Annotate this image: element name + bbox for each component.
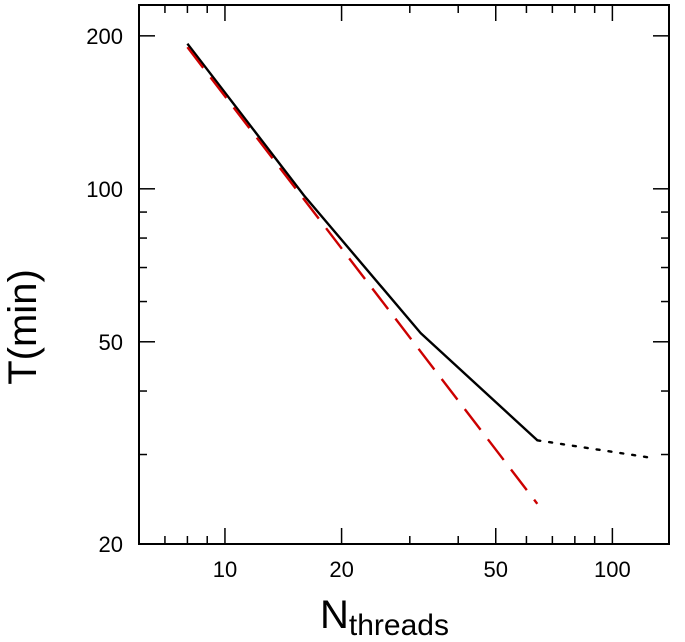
y-tick-label: 20: [99, 532, 123, 557]
x-minor-ticks: [138, 5, 596, 544]
y-axis-label: T(min): [1, 269, 45, 385]
y-major-ticks: [139, 35, 669, 545]
x-major-ticks: [224, 5, 614, 544]
y-tick-labels: 20 50 100 200: [86, 24, 123, 557]
series-line-dashed: [186, 46, 539, 505]
y-tick-label: 50: [99, 330, 123, 355]
x-tick-labels: 10 20 50 100: [213, 557, 631, 582]
x-axis-label: Nthreads: [320, 593, 449, 642]
x-axis-label-main: N: [320, 593, 349, 637]
plot-frame: [138, 4, 670, 545]
series-line-solid: [186, 42, 539, 442]
x-tick-label: 20: [329, 557, 353, 582]
y-tick-label: 100: [86, 177, 123, 202]
x-axis-label-subscript: threads: [349, 609, 449, 642]
x-tick-label: 100: [594, 557, 631, 582]
x-tick-label: 50: [484, 557, 508, 582]
series-line-dotted: [536, 439, 656, 460]
series-layer: [186, 42, 656, 505]
x-tick-label: 10: [213, 557, 237, 582]
y-minor-ticks: [139, 211, 669, 456]
y-tick-label: 200: [86, 24, 123, 49]
